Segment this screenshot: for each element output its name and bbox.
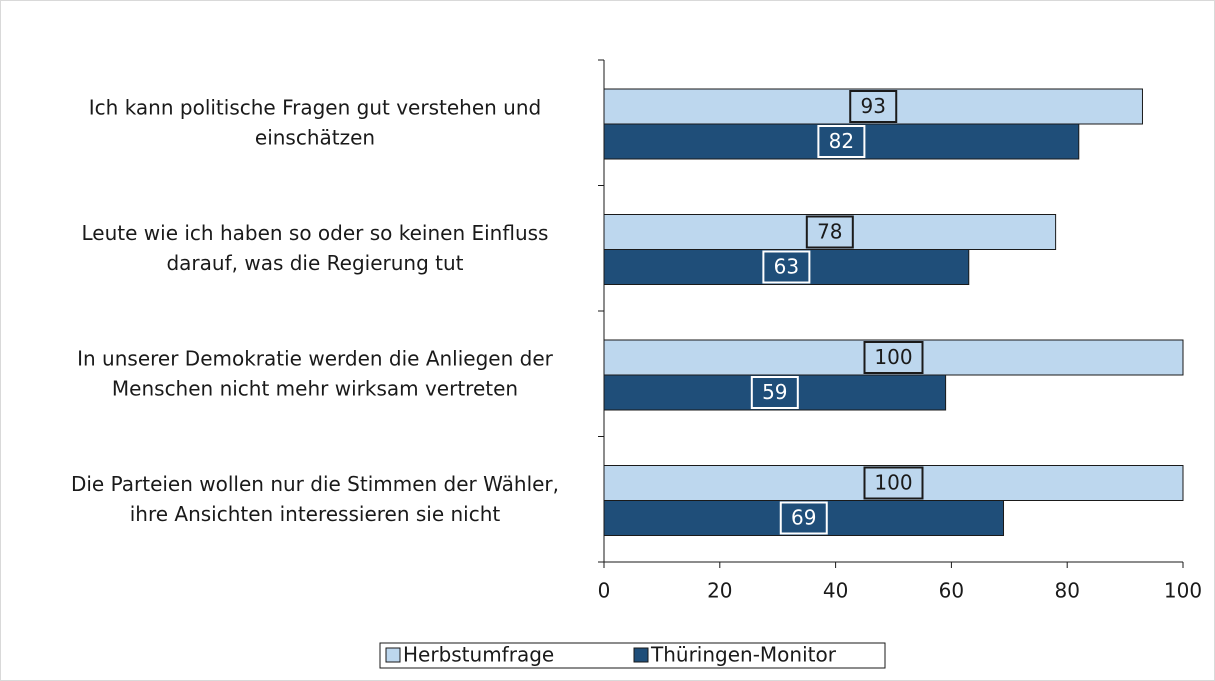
legend-swatch — [385, 647, 401, 663]
value-label: 100 — [874, 471, 912, 495]
x-tick-label: 40 — [823, 579, 848, 603]
category-label: Menschen nicht mehr wirksam vertreten — [112, 377, 518, 401]
value-label-box — [849, 90, 898, 123]
value-label-box — [805, 215, 854, 249]
legend-label: Herbstumfrage — [403, 643, 554, 667]
value-label: 59 — [762, 380, 787, 404]
legend-label: Thüringen-Monitor — [650, 643, 837, 667]
value-label: 100 — [874, 345, 912, 369]
value-label-box — [762, 250, 811, 284]
legend-box — [379, 642, 886, 669]
category-label: ihre Ansichten interessieren sie nicht — [130, 502, 501, 526]
category-label: einschätzen — [255, 126, 375, 150]
value-label: 82 — [829, 129, 854, 153]
x-tick-label: 0 — [598, 579, 611, 603]
category-label: darauf, was die Regierung tut — [166, 251, 463, 275]
x-tick-label: 60 — [939, 579, 964, 603]
x-tick-label: 100 — [1164, 579, 1202, 603]
category-label: Ich kann politische Fragen gut verstehen… — [89, 96, 541, 120]
x-tick-label: 20 — [707, 579, 732, 603]
value-label: 93 — [861, 94, 886, 118]
value-label: 63 — [774, 255, 799, 279]
value-label-box — [863, 341, 924, 374]
value-label-box — [817, 125, 866, 158]
legend-swatch — [633, 647, 649, 663]
category-label: Die Parteien wollen nur die Stimmen der … — [71, 472, 559, 496]
category-label: In unserer Demokratie werden die Anliege… — [77, 347, 554, 371]
value-label-box — [863, 466, 924, 500]
x-tick-label: 80 — [1054, 579, 1079, 603]
value-label-box — [779, 501, 828, 535]
category-label: Leute wie ich haben so oder so keinen Ei… — [82, 221, 549, 245]
value-label: 69 — [791, 506, 816, 530]
value-label-box — [750, 376, 799, 409]
value-label: 78 — [817, 220, 842, 244]
